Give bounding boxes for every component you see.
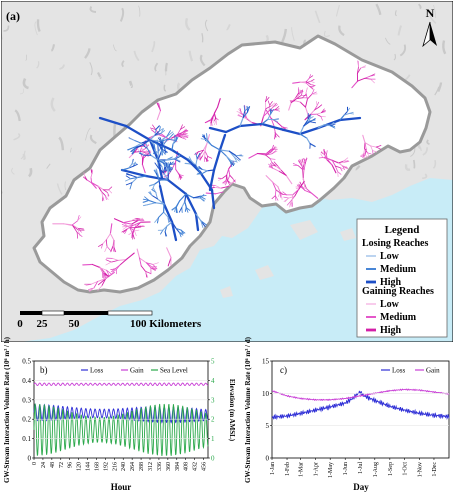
- chart-c-ylabel: GW-Stream Interaction Volume Rate (10⁶ m…: [244, 336, 252, 483]
- x-tick-label: 1-Jan: [270, 462, 276, 475]
- river-reach: [300, 82, 306, 83]
- x-tick-label: 240: [121, 462, 127, 471]
- y2-tick-label: 2: [211, 416, 215, 424]
- legend-item-label: Medium: [380, 264, 417, 275]
- x-tick-label: 192: [103, 462, 109, 471]
- x-tick-label: 120: [77, 462, 83, 471]
- y-tick-label: 0.4: [22, 377, 31, 385]
- legend-label: Gain: [130, 367, 144, 375]
- x-tick-label: 312: [148, 462, 154, 471]
- x-tick-label: 360: [166, 462, 172, 471]
- river-reach: [167, 163, 168, 168]
- river-reach: [132, 164, 137, 165]
- legend-item-label: High: [380, 325, 402, 336]
- y-tick-label: 15: [262, 358, 270, 366]
- x-tick-label: 48: [50, 462, 56, 468]
- x-tick-label: 96: [68, 462, 74, 468]
- legend-label: Sea Level: [160, 367, 188, 375]
- x-tick-label: 1-Aug: [373, 462, 379, 477]
- x-tick-label: 1-Oct: [402, 462, 408, 476]
- x-tick-label: 144: [86, 462, 92, 471]
- river-reach: [83, 264, 93, 265]
- river-reach: [349, 113, 353, 114]
- y2-tick-label: 1: [211, 435, 215, 443]
- scale-tick-50: 50: [69, 318, 81, 330]
- x-tick-label: 1-Nov: [417, 462, 423, 477]
- x-tick-label: 24: [41, 462, 47, 468]
- y2-tick-label: 4: [211, 377, 215, 385]
- river-reach: [270, 109, 271, 114]
- river-reach: [169, 159, 173, 160]
- y-tick-label: 0.2: [22, 416, 31, 424]
- x-tick-label: 1-May: [328, 462, 334, 478]
- y2-tick-label: 3: [211, 396, 215, 404]
- legend-title: Legend: [385, 224, 420, 236]
- map-panel: (a) N Legend Losing Reaches Low Medium Hig…: [0, 1, 453, 342]
- x-tick-label: 1-Jul: [358, 462, 364, 474]
- river-reach: [303, 170, 304, 178]
- chart-c-xlabel: Day: [353, 482, 369, 492]
- y-tick-label: 5: [266, 422, 270, 430]
- x-tick-label: 216: [112, 462, 118, 471]
- map-panel-label: (a): [6, 9, 20, 23]
- chart-b-ylabel: GW-Stream Interaction Volume Rate (10⁶ m…: [3, 336, 11, 483]
- map-legend: Legend Losing Reaches Low Medium High Gain…: [357, 219, 447, 337]
- north-label: N: [426, 6, 435, 20]
- legend-label: Gain: [426, 367, 440, 375]
- x-tick-label: 0: [32, 462, 38, 465]
- chart-b-xlabel: Hour: [111, 482, 132, 492]
- legend-item-label: Low: [380, 251, 400, 262]
- y-tick-label: 0.5: [22, 358, 31, 366]
- chart-c-plot-area: [272, 361, 449, 458]
- river-reach: [206, 193, 215, 194]
- legend-item-label: Medium: [380, 312, 417, 323]
- x-tick-label: 1-Apr: [314, 462, 320, 476]
- chart-b-panel-label: b): [40, 365, 48, 375]
- x-tick-label: 1-Jun: [343, 462, 349, 475]
- x-tick-label: 288: [139, 462, 145, 471]
- x-tick-label: 1-Feb: [285, 462, 291, 476]
- hill-stroke: [166, 63, 167, 71]
- scale-tick-0: 0: [17, 318, 23, 330]
- legend-label: Loss: [90, 367, 104, 375]
- y-tick-label: 10: [262, 390, 270, 398]
- scale-tick-25: 25: [37, 318, 49, 330]
- legend-item-label: Low: [380, 299, 400, 310]
- x-tick-label: 432: [193, 462, 199, 471]
- y-tick-label: 0.3: [22, 396, 31, 404]
- y-tick-label: 0: [266, 455, 270, 463]
- x-tick-label: 264: [130, 462, 136, 471]
- x-tick-label: 1-Mar: [299, 462, 305, 477]
- hill-stroke: [414, 160, 415, 168]
- chart-c-panel-label: c): [280, 365, 287, 375]
- legend-gaining-title: Gaining Reaches: [362, 286, 434, 297]
- x-tick-label: 456: [202, 462, 208, 471]
- x-tick-label: 72: [59, 462, 65, 468]
- chart-c: c) 0 5 10 15 1-Jan 1-Feb 1-Mar 1-Apr 1-May 1-Jun 1…: [244, 336, 449, 492]
- hill-stroke: [114, 123, 115, 137]
- river-reach: [207, 170, 214, 171]
- river-reach: [207, 134, 208, 140]
- x-tick-label: 384: [175, 462, 181, 471]
- x-tick-label: 1-Sep: [388, 462, 394, 476]
- y2-tick-label: 5: [211, 358, 215, 366]
- chart-b-y2label: Elevation (m AMSL): [228, 379, 236, 442]
- legend-label: Loss: [392, 367, 406, 375]
- x-tick-label: 1-Dec: [432, 462, 438, 477]
- x-tick-label: 408: [184, 462, 190, 471]
- river-reach: [244, 106, 245, 111]
- chart-b-legend: Loss Gain Sea Level: [81, 367, 188, 375]
- y-tick-label: 0.1: [22, 435, 31, 443]
- scale-tick-100: 100 Kilometers: [130, 318, 202, 330]
- river-reach: [161, 150, 162, 155]
- x-tick-label: 336: [157, 462, 163, 471]
- y2-tick-label: 0: [211, 455, 215, 463]
- x-tick-label: 168: [94, 462, 100, 471]
- y-tick-label: 0: [28, 455, 32, 463]
- legend-losing-title: Losing Reaches: [362, 238, 429, 249]
